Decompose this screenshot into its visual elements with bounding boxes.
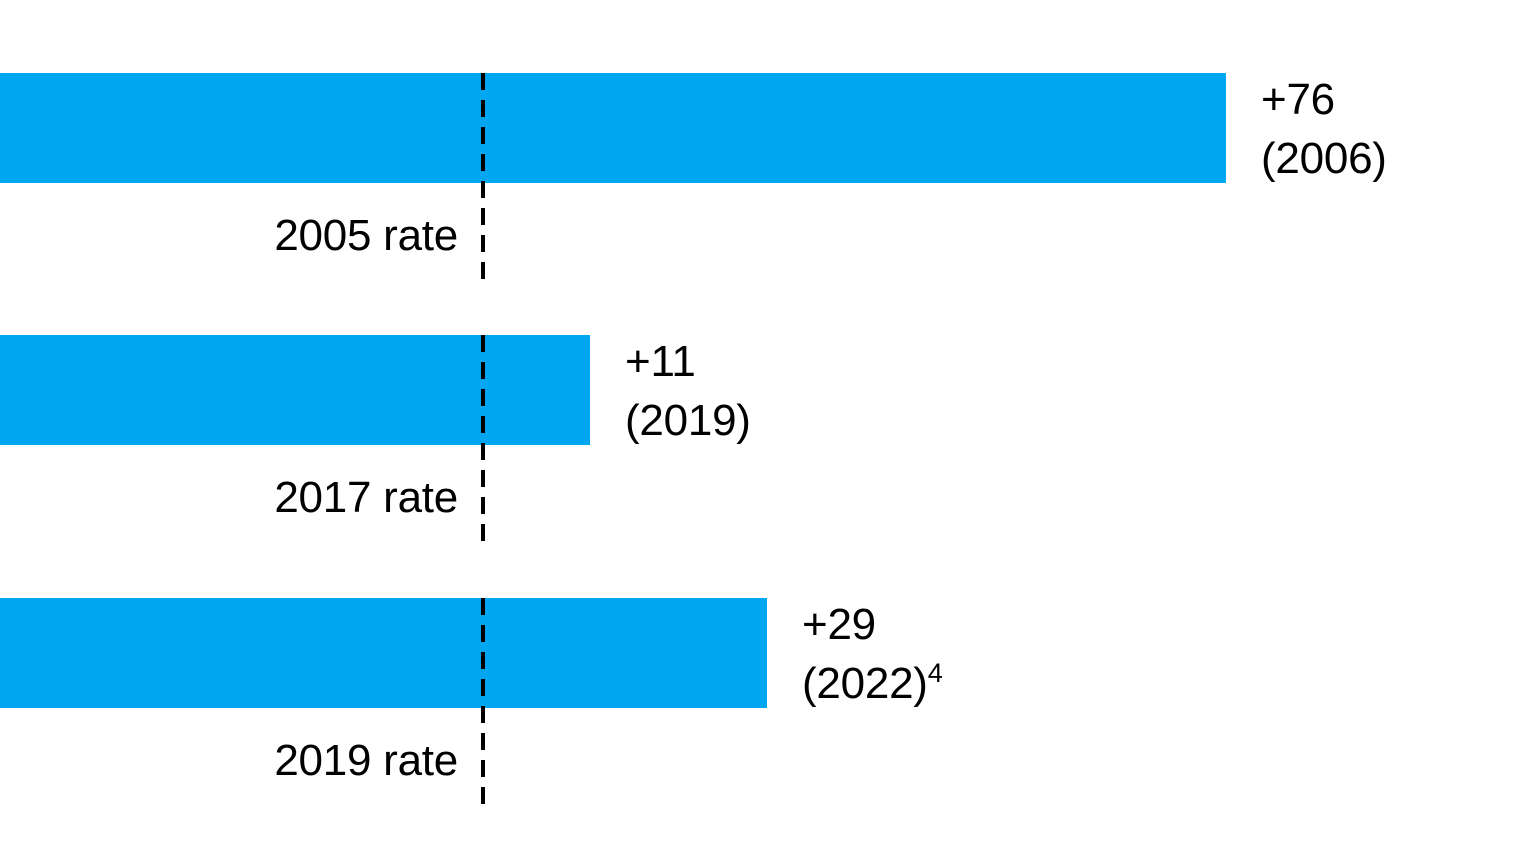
value-year-text: (2022) — [802, 659, 928, 708]
value-year-text: (2006) — [1261, 134, 1387, 183]
baseline-dashed-line — [481, 73, 485, 281]
value-year-line: (2019) — [625, 391, 751, 450]
value-bar — [0, 73, 1226, 183]
value-bar — [0, 335, 590, 445]
bar-value-label: +76 (2006) — [1261, 70, 1387, 188]
value-footnote-ref: 4 — [927, 658, 943, 688]
baseline-rate-label: 2005 rate — [274, 211, 458, 260]
baseline-rate-label: 2019 rate — [274, 736, 458, 785]
bar-value-label: +29 (2022)4 — [802, 595, 943, 713]
value-year-line: (2006) — [1261, 129, 1387, 188]
value-change-line: +11 — [625, 337, 696, 386]
baseline-dashed-line — [481, 598, 485, 806]
value-change-line: +29 — [802, 600, 876, 649]
value-bar — [0, 598, 767, 708]
bar-value-label: +11 (2019) — [625, 332, 751, 450]
value-year-text: (2019) — [625, 396, 751, 445]
value-change-line: +76 — [1261, 75, 1335, 124]
baseline-dashed-line — [481, 335, 485, 543]
value-year-line: (2022)4 — [802, 654, 943, 713]
baseline-rate-label: 2017 rate — [274, 473, 458, 522]
